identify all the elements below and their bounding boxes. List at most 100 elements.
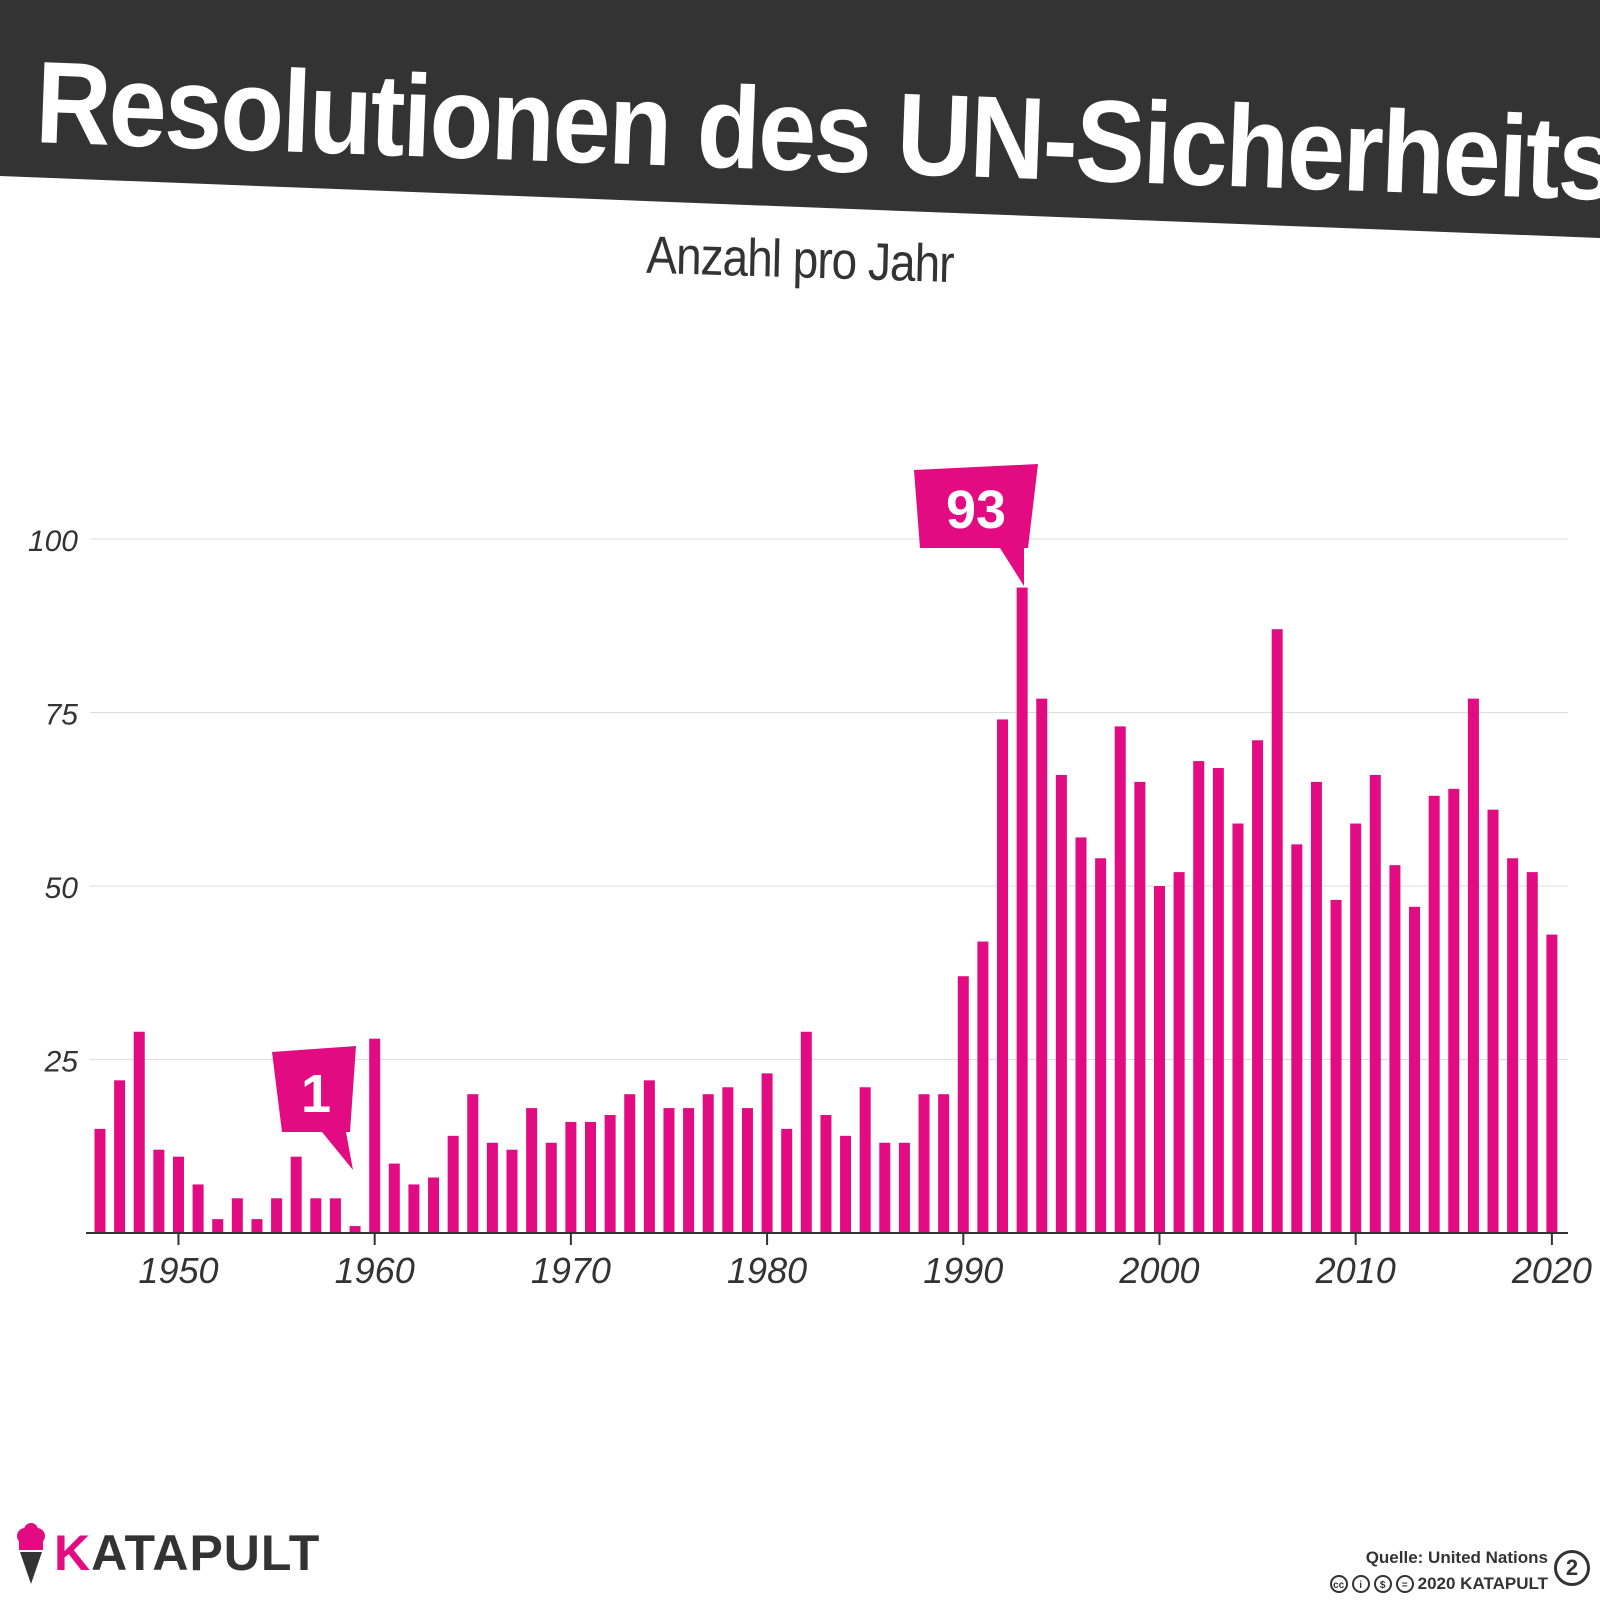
bar-1983 (820, 1115, 832, 1233)
bar-1950 (172, 1156, 184, 1233)
license-row: cc i $ = 2020 KATAPULT (1329, 1571, 1548, 1597)
x-tick-label: 1950 (138, 1250, 218, 1291)
bar-1952 (212, 1219, 224, 1233)
bar-1996 (1075, 837, 1087, 1233)
bar-1949 (153, 1149, 165, 1233)
callout-pointer (1000, 548, 1024, 586)
bar-1964 (447, 1135, 459, 1233)
x-tick-label: 1990 (923, 1250, 1003, 1291)
callout-label: 1 (301, 1064, 331, 1124)
bar-1997 (1095, 858, 1107, 1233)
callouts: 93 1 (272, 464, 1038, 1170)
bar-1947 (114, 1080, 126, 1233)
bar-2007 (1291, 844, 1303, 1233)
bar-1972 (604, 1115, 616, 1233)
bar-1990 (957, 976, 969, 1233)
title-banner: Resolutionen des UN-Sicherheitsrats (0, 0, 1600, 240)
bar-1977 (702, 1094, 714, 1233)
bar-1987 (898, 1142, 910, 1233)
bar-1974 (643, 1080, 655, 1233)
x-tick-label: 1980 (727, 1250, 807, 1291)
nc-icon: $ (1373, 1575, 1392, 1593)
bar-2013 (1409, 906, 1421, 1233)
bar-2003 (1212, 768, 1224, 1233)
callout-1959: 1 (272, 1046, 356, 1170)
x-tick-label: 1970 (531, 1250, 611, 1291)
x-tick-label: 2000 (1118, 1250, 1199, 1291)
x-axis-labels: 1950 1960 1970 1980 1990 2000 2010 2020 (138, 1233, 1592, 1291)
bar-1994 (1036, 698, 1048, 1233)
bar-1960 (369, 1038, 381, 1233)
bar-2002 (1193, 761, 1205, 1233)
bar-1985 (859, 1087, 871, 1233)
bar-2017 (1487, 809, 1499, 1233)
bar-1948 (133, 1031, 145, 1233)
bar-2020 (1546, 934, 1558, 1233)
bar-1975 (663, 1108, 675, 1233)
katapult-logo: KATAPULT (16, 1518, 320, 1588)
bar-1967 (506, 1149, 518, 1233)
grid-lines (90, 538, 1568, 1060)
bar-1963 (428, 1177, 440, 1233)
bar-2008 (1310, 781, 1322, 1233)
y-tick-label: 50 (45, 872, 79, 905)
callout-label: 93 (946, 480, 1006, 540)
bar-1969 (545, 1142, 557, 1233)
bar-1992 (997, 719, 1009, 1233)
y-tick-label: 25 (44, 1046, 79, 1079)
bar-1956 (290, 1156, 302, 1233)
brand-initial: K (54, 1525, 92, 1581)
bar-2016 (1467, 698, 1479, 1233)
bar-1980 (761, 1073, 773, 1233)
bar-1953 (231, 1198, 243, 1233)
bar-2015 (1448, 788, 1460, 1233)
brand-name: KATAPULT (54, 1524, 320, 1582)
bar-1978 (722, 1087, 734, 1233)
bar-1955 (271, 1198, 283, 1233)
bar-1958 (329, 1198, 341, 1233)
bar-1998 (1114, 726, 1126, 1233)
callout-pointer (322, 1132, 353, 1170)
page-number-badge: 2 (1554, 1550, 1590, 1586)
bar-2004 (1232, 823, 1244, 1233)
bar-2009 (1330, 899, 1342, 1233)
y-tick-label: 75 (45, 699, 79, 732)
bars (94, 587, 1558, 1233)
bar-1989 (938, 1094, 950, 1233)
bar-1979 (741, 1108, 753, 1233)
bar-1991 (977, 941, 989, 1233)
brand-rest: ATAPULT (91, 1525, 321, 1581)
bar-2006 (1271, 629, 1283, 1233)
nd-icon: = (1395, 1575, 1414, 1593)
bar-1999 (1134, 781, 1146, 1233)
bar-1973 (624, 1094, 636, 1233)
bar-1965 (467, 1094, 479, 1233)
bar-1959 (349, 1226, 361, 1233)
bar-1957 (310, 1198, 322, 1233)
bar-1981 (781, 1128, 793, 1233)
bar-1970 (565, 1121, 577, 1233)
bar-1986 (879, 1142, 891, 1233)
bar-1971 (585, 1121, 596, 1233)
bar-1951 (192, 1184, 204, 1233)
by-icon: i (1351, 1575, 1370, 1593)
bar-1961 (388, 1163, 400, 1233)
bar-1993 (1016, 587, 1028, 1233)
ice-cream-icon (17, 1523, 45, 1584)
x-tick-label: 1960 (335, 1250, 415, 1291)
bar-2010 (1350, 823, 1362, 1233)
bar-1976 (683, 1108, 695, 1233)
banner-background (0, 0, 1600, 238)
bar-1962 (408, 1184, 420, 1233)
cc-icon: cc (1329, 1575, 1348, 1593)
callout-box (914, 464, 1038, 548)
callout-box (272, 1046, 356, 1132)
bar-1995 (1055, 774, 1067, 1233)
bar-1988 (918, 1094, 930, 1233)
bar-1984 (840, 1135, 852, 1233)
bar-2000 (1153, 886, 1165, 1233)
bar-1966 (486, 1142, 498, 1233)
x-tick-label: 2010 (1315, 1250, 1396, 1291)
footer: Quelle: United Nations cc i $ = 2020 KAT… (1329, 1545, 1548, 1597)
